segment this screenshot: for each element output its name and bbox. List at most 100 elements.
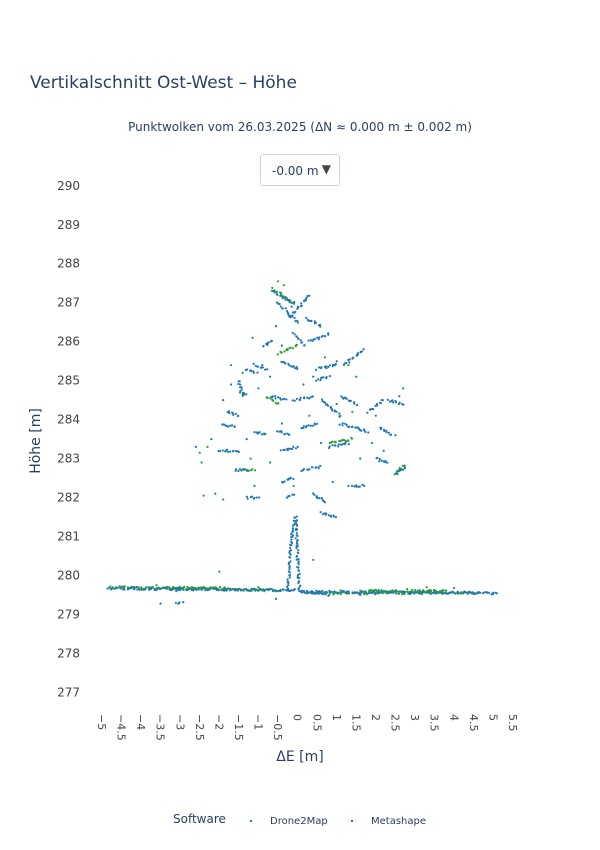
data-point	[389, 591, 392, 594]
x-tick-label: 5.5	[506, 714, 519, 732]
data-point	[297, 549, 300, 552]
data-point	[270, 339, 273, 342]
legend-marker-metashape	[351, 820, 353, 822]
data-point	[288, 301, 291, 304]
data-point	[271, 395, 274, 398]
data-point	[350, 436, 353, 439]
data-point	[232, 449, 235, 452]
data-point	[286, 585, 289, 589]
data-point	[237, 382, 240, 386]
data-point	[259, 588, 262, 591]
data-point	[290, 538, 293, 541]
data-point	[225, 448, 229, 451]
x-tick-label: 3.5	[428, 714, 441, 732]
data-point	[365, 591, 368, 594]
data-point	[327, 332, 330, 335]
data-point	[350, 484, 354, 487]
data-point	[386, 398, 389, 401]
data-point	[295, 529, 298, 532]
data-point	[274, 325, 278, 328]
data-point	[241, 394, 244, 397]
data-point	[312, 591, 315, 594]
data-point	[338, 415, 341, 418]
data-point	[456, 591, 460, 594]
data-point	[289, 476, 293, 479]
data-point	[253, 431, 256, 434]
data-point	[300, 341, 304, 344]
y-axis-label: Höhe [m]	[28, 408, 44, 474]
data-point	[318, 366, 321, 369]
data-point	[367, 431, 370, 434]
data-point	[352, 356, 355, 359]
data-point	[307, 397, 311, 400]
data-point	[345, 423, 348, 427]
data-point	[263, 589, 266, 592]
data-point	[268, 588, 271, 591]
data-point	[438, 590, 442, 593]
data-point	[451, 590, 454, 593]
data-point	[295, 335, 298, 338]
data-point	[360, 429, 363, 432]
chart-title: Vertikalschnitt Ost-West – Höhe	[30, 73, 297, 93]
data-point	[222, 498, 225, 501]
data-point	[266, 368, 269, 371]
data-point	[261, 366, 264, 369]
data-point	[483, 591, 486, 594]
data-point	[382, 590, 385, 593]
data-point	[264, 432, 267, 436]
data-point	[313, 423, 316, 426]
data-point	[237, 380, 240, 383]
data-point	[233, 425, 236, 428]
data-point	[315, 379, 318, 382]
data-point	[209, 587, 212, 590]
data-point	[280, 351, 283, 354]
data-point	[384, 459, 387, 463]
data-point	[492, 593, 495, 596]
data-point	[324, 593, 327, 596]
offset-dropdown[interactable]: -0.00 m ▼	[260, 154, 340, 186]
x-tick-label: 4.5	[467, 714, 480, 732]
data-point	[381, 590, 384, 593]
data-point	[345, 362, 348, 365]
data-point	[325, 512, 328, 515]
data-point	[353, 591, 356, 594]
data-point	[295, 520, 298, 523]
data-point	[378, 592, 381, 595]
data-point	[274, 401, 277, 404]
data-point	[306, 396, 309, 399]
legend-item-drone2map[interactable]: Drone2Map	[250, 816, 328, 827]
data-point	[297, 588, 300, 591]
data-point	[373, 591, 376, 594]
data-point	[400, 590, 403, 593]
data-point	[353, 485, 356, 488]
data-point	[320, 366, 323, 369]
y-tick-label: 283	[57, 452, 80, 466]
data-point	[274, 597, 278, 601]
data-point	[294, 537, 297, 540]
data-point	[297, 337, 300, 341]
legend-item-metashape[interactable]: Metashape	[351, 816, 426, 827]
data-point	[397, 592, 401, 596]
data-point	[290, 540, 293, 544]
data-point	[387, 431, 390, 434]
data-point	[276, 280, 280, 283]
data-point	[155, 588, 158, 592]
data-point	[123, 588, 126, 591]
data-point	[323, 512, 326, 515]
data-point	[257, 387, 260, 390]
data-point	[325, 367, 328, 370]
data-point	[382, 428, 386, 431]
data-point	[318, 336, 321, 339]
data-point	[362, 348, 365, 351]
data-point	[318, 323, 322, 326]
data-point	[275, 590, 278, 593]
data-point	[294, 367, 297, 370]
data-point	[409, 591, 413, 594]
series-drone2map	[108, 280, 479, 596]
data-point	[186, 589, 189, 592]
data-point	[126, 586, 129, 589]
data-point	[311, 424, 314, 427]
data-point	[321, 398, 324, 401]
data-point	[314, 466, 318, 469]
data-point	[204, 589, 207, 592]
